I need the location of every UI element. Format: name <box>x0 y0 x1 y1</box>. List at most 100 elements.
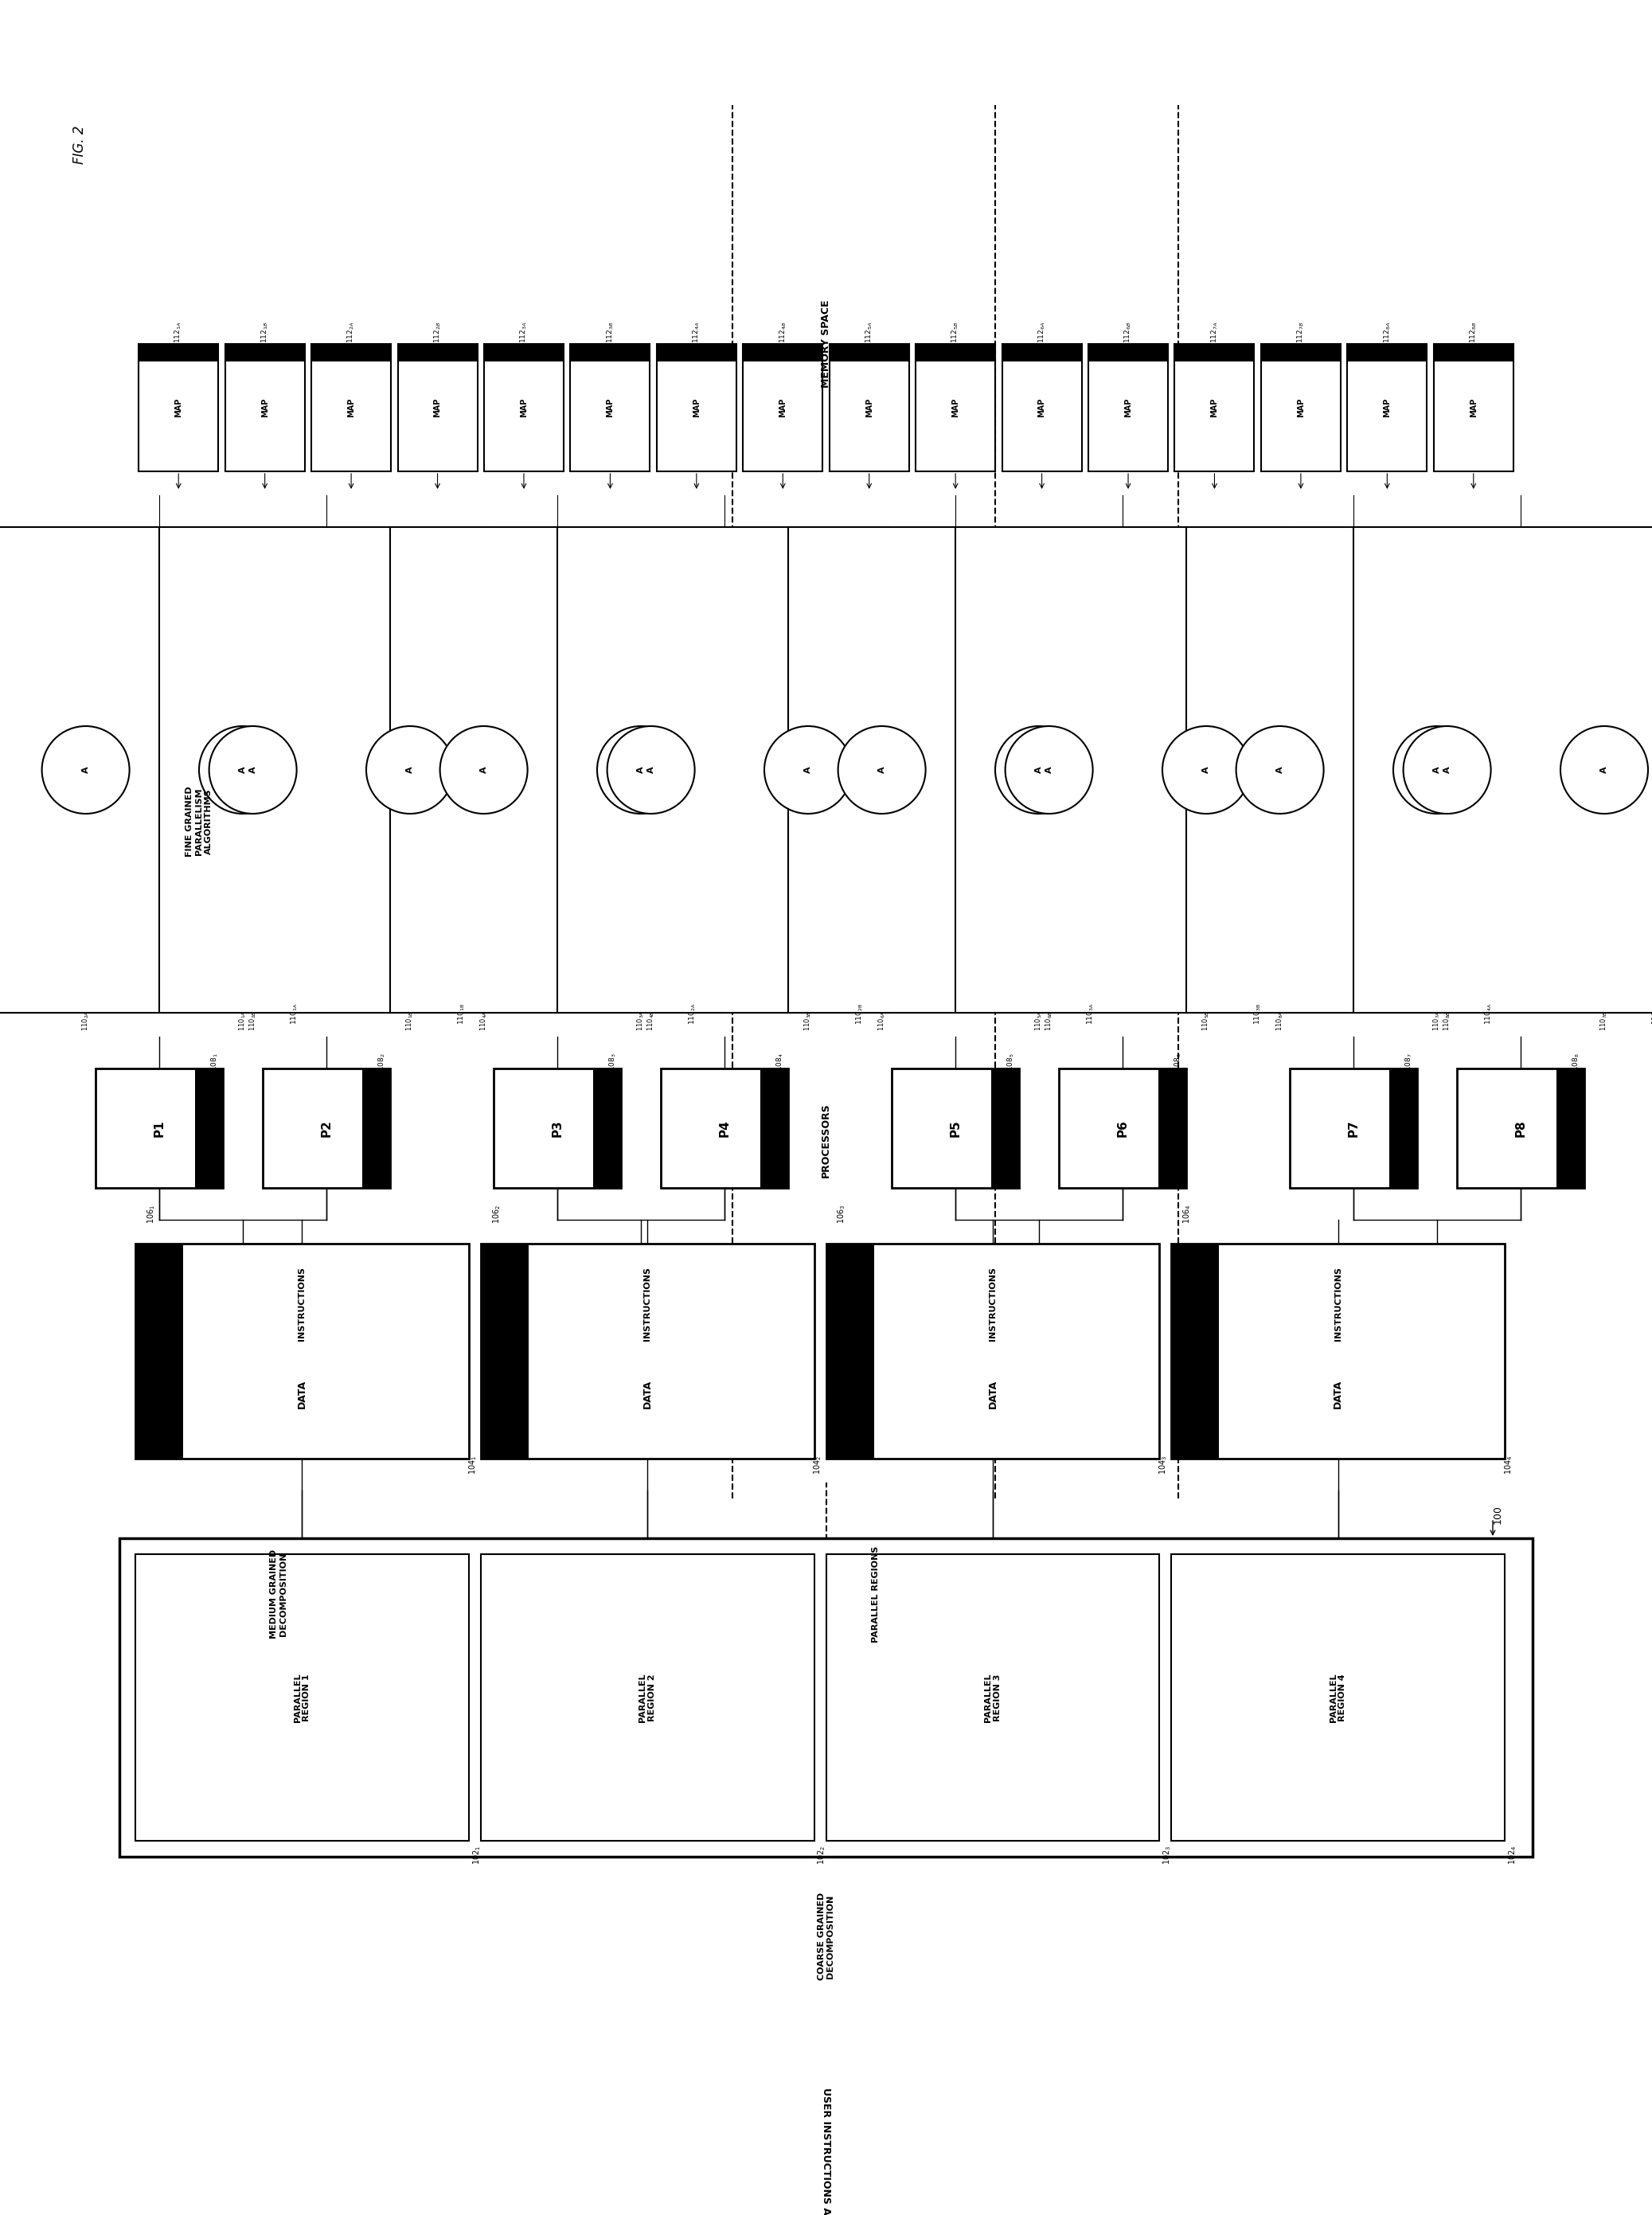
Text: $106_1$: $106_1$ <box>145 1205 157 1223</box>
Text: $112_{4A}$: $112_{4A}$ <box>692 321 702 343</box>
Bar <box>362 1068 390 1187</box>
Text: $108_6$: $108_6$ <box>1173 1052 1183 1070</box>
Bar <box>915 343 995 361</box>
Ellipse shape <box>1004 727 1092 813</box>
Text: $102_1$: $102_1$ <box>471 1845 482 1865</box>
Bar <box>1186 527 1520 1012</box>
Bar <box>1389 1068 1417 1187</box>
Text: $108_7$: $108_7$ <box>1404 1052 1414 1070</box>
Text: P2: P2 <box>320 1119 332 1136</box>
Text: A: A <box>406 766 415 773</box>
Text: $104_2$: $104_2$ <box>813 1455 824 1475</box>
Bar <box>570 343 649 361</box>
Text: A: A <box>1203 766 1211 773</box>
Bar <box>1434 343 1513 472</box>
Text: $112_{5B}$: $112_{5B}$ <box>950 321 960 343</box>
Text: FINE GRAINED
PARALLELISM
ALGORITHMS: FINE GRAINED PARALLELISM ALGORITHMS <box>185 786 211 857</box>
Bar <box>484 343 563 361</box>
Bar <box>263 1068 390 1187</box>
Text: $\mathdefault{110_{1B}}$: $\mathdefault{110_{1B}}$ <box>458 1003 468 1026</box>
Text: A: A <box>877 766 885 773</box>
Bar <box>135 1555 469 1841</box>
Text: $108_2$: $108_2$ <box>377 1052 387 1070</box>
Text: $112_{3A}$: $112_{3A}$ <box>519 321 529 343</box>
Text: $104_4$: $104_4$ <box>1503 1455 1515 1475</box>
Text: P7: P7 <box>1348 1119 1360 1136</box>
Text: $108_8$: $108_8$ <box>1571 1052 1581 1070</box>
Text: PARALLEL REGIONS: PARALLEL REGIONS <box>872 1546 881 1641</box>
Text: $108_1$: $108_1$ <box>210 1052 220 1070</box>
Text: A: A <box>1046 766 1052 773</box>
Bar <box>593 1068 621 1187</box>
Bar <box>1175 343 1254 472</box>
Ellipse shape <box>367 727 454 813</box>
Text: INSTRUCTIONS: INSTRUCTIONS <box>643 1267 651 1340</box>
Text: A: A <box>805 766 813 773</box>
Text: MAP: MAP <box>692 399 700 416</box>
Bar <box>829 343 909 361</box>
Bar <box>0 527 327 1012</box>
Bar <box>991 1068 1019 1187</box>
Bar <box>481 1555 814 1841</box>
Text: P5: P5 <box>950 1119 961 1136</box>
Bar <box>135 1243 183 1460</box>
Bar <box>826 1243 874 1460</box>
Text: P6: P6 <box>1117 1119 1128 1136</box>
Text: MAP: MAP <box>606 399 615 416</box>
Bar <box>1003 343 1082 472</box>
Ellipse shape <box>41 727 129 813</box>
Bar <box>1556 1068 1584 1187</box>
Text: MAP: MAP <box>1211 399 1219 416</box>
Bar <box>1434 343 1513 361</box>
Text: PARALLEL
REGION 3: PARALLEL REGION 3 <box>985 1672 1001 1721</box>
Bar <box>398 343 477 361</box>
Text: $106_3$: $106_3$ <box>836 1205 847 1223</box>
Bar <box>1348 343 1427 361</box>
Text: $\mathdefault{110_{3A}}$: $\mathdefault{110_{3A}}$ <box>1085 1003 1095 1026</box>
Text: MAP: MAP <box>347 399 355 416</box>
Text: $108_4$: $108_4$ <box>775 1052 785 1070</box>
Bar <box>1158 1068 1186 1187</box>
Text: $110_{8B}$: $110_{8B}$ <box>1442 1010 1452 1030</box>
Bar <box>1059 1068 1186 1187</box>
Text: $112_{3B}$: $112_{3B}$ <box>605 321 615 343</box>
Text: MAP: MAP <box>433 399 441 416</box>
Text: MAP: MAP <box>866 399 874 416</box>
Text: $110_{3B}$: $110_{3B}$ <box>803 1010 813 1030</box>
Text: $104_1$: $104_1$ <box>468 1455 477 1475</box>
Text: $\mathdefault{110_{4A}}$: $\mathdefault{110_{4A}}$ <box>1483 1003 1493 1026</box>
Bar <box>1171 1243 1505 1460</box>
Text: $112_{1B}$: $112_{1B}$ <box>259 321 269 343</box>
Text: $112_{1A}$: $112_{1A}$ <box>173 321 183 343</box>
Bar <box>1089 343 1168 361</box>
Ellipse shape <box>198 727 286 813</box>
Bar <box>661 1068 788 1187</box>
Bar <box>1260 343 1341 472</box>
Text: A: A <box>1601 766 1607 773</box>
Text: A: A <box>638 766 644 773</box>
Text: A: A <box>1432 766 1441 773</box>
Text: MAP: MAP <box>778 399 786 416</box>
Bar <box>390 527 725 1012</box>
Text: $110_{4B}$: $110_{4B}$ <box>646 1010 656 1030</box>
Text: A: A <box>648 766 654 773</box>
Bar <box>657 343 737 361</box>
Bar <box>1175 343 1254 361</box>
Bar <box>1290 1068 1417 1187</box>
Bar <box>1089 343 1168 472</box>
Text: $102_3$: $102_3$ <box>1161 1845 1173 1865</box>
Text: $112_{4B}$: $112_{4B}$ <box>778 321 788 343</box>
Ellipse shape <box>1561 727 1649 813</box>
Text: MAP: MAP <box>952 399 960 416</box>
Text: DATA: DATA <box>297 1380 307 1409</box>
Text: INSTRUCTIONS: INSTRUCTIONS <box>1335 1267 1341 1340</box>
Text: $\mathdefault{110_{2A}}$: $\mathdefault{110_{2A}}$ <box>687 1003 697 1026</box>
Text: 100: 100 <box>1493 1504 1503 1524</box>
Bar <box>311 343 392 472</box>
Bar <box>915 343 995 472</box>
Bar <box>1353 527 1652 1012</box>
Ellipse shape <box>1163 727 1251 813</box>
Bar <box>892 1068 1019 1187</box>
Bar <box>225 343 304 361</box>
Ellipse shape <box>439 727 527 813</box>
